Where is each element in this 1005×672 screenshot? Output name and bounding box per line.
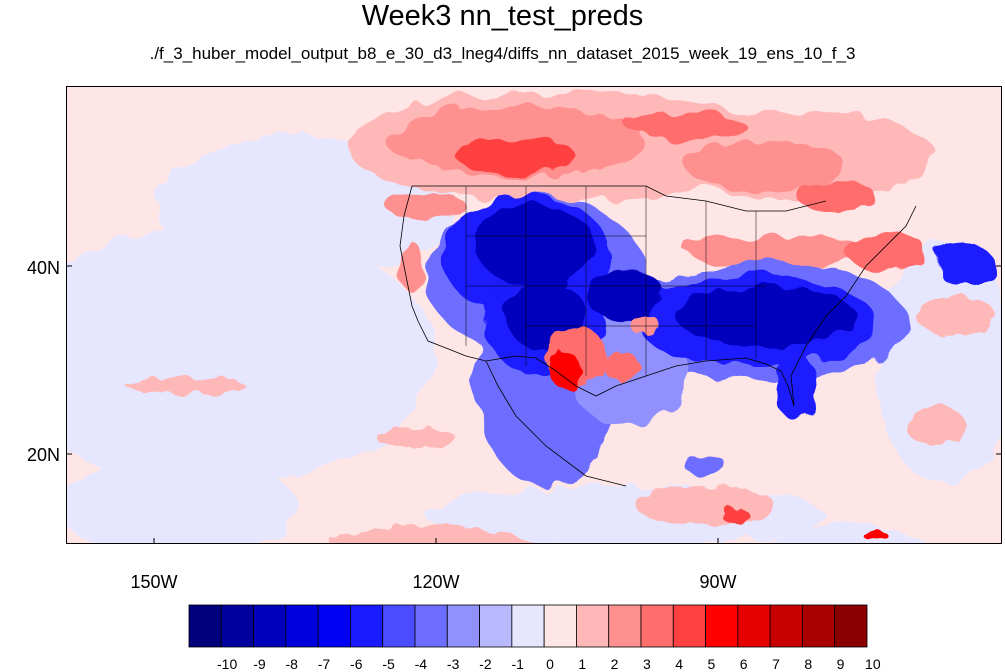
us-mexico-border — [485, 355, 617, 397]
colorbar-swatch — [834, 604, 868, 648]
colorbar-label: 9 — [836, 656, 845, 672]
colorbar-swatch — [608, 604, 642, 648]
colorbar-swatch — [220, 604, 254, 648]
field-texas-positive — [546, 316, 888, 542]
colorbar-swatch — [705, 604, 739, 648]
colorbar-label: 2 — [610, 656, 619, 672]
colorbar-label: 8 — [804, 656, 813, 672]
colorbar-label: 0 — [546, 656, 554, 672]
map-subtitle: ./f_3_huber_model_output_b8_e_30_d3_lneg… — [149, 44, 856, 63]
colorbar-label: 10 — [865, 656, 881, 672]
atlantic-coast — [790, 205, 917, 407]
colorbar — [188, 604, 868, 648]
colorbar-swatch — [511, 604, 545, 648]
colorbar-swatch — [382, 604, 416, 648]
colorbar-label: -2 — [479, 656, 492, 672]
colorbar-label: -7 — [317, 656, 331, 672]
colorbar-swatch — [479, 604, 513, 648]
gulf-coast — [615, 357, 795, 407]
colorbar-swatch — [640, 604, 674, 648]
colorbar-label: 7 — [772, 656, 780, 672]
field-canada-positive — [346, 91, 936, 291]
colorbar-label: -9 — [253, 656, 266, 672]
colorbar-swatch — [253, 604, 287, 648]
colorbar-swatch — [188, 604, 222, 648]
contour-map — [66, 86, 1002, 544]
lon-label-150w: 150W — [130, 572, 178, 592]
lon-label-90w: 90W — [699, 572, 737, 592]
colorbar-label: -1 — [511, 656, 524, 672]
colorbar-label: 6 — [739, 656, 748, 672]
colorbar-swatch — [414, 604, 448, 648]
state-lines — [465, 186, 766, 376]
colorbar-label: -8 — [285, 656, 298, 672]
field-us-negative — [426, 196, 996, 486]
colorbar-swatch — [802, 604, 836, 648]
colorbar-swatch — [317, 604, 351, 648]
colorbar-label: -3 — [446, 656, 460, 672]
colorbar-swatch — [285, 604, 319, 648]
colorbar-label: -6 — [350, 656, 363, 672]
colorbar-swatch — [672, 604, 706, 648]
colorbar-swatch — [446, 604, 480, 648]
colorbar-label: 5 — [707, 656, 716, 672]
colorbar-label: -4 — [414, 656, 428, 672]
colorbar-swatch — [576, 604, 610, 648]
lat-label-20n: 20N — [26, 445, 60, 465]
colorbar-label: 1 — [578, 656, 587, 672]
us-west-coast — [399, 185, 487, 362]
lat-label-40n: 40N — [26, 258, 60, 278]
boundaries — [399, 185, 917, 487]
mexico-pacific — [485, 360, 627, 487]
colorbar-label: -5 — [382, 656, 395, 672]
colorbar-swatch — [350, 604, 384, 648]
colorbar-swatch — [543, 604, 577, 648]
colorbar-swatch — [737, 604, 771, 648]
colorbar-label: 4 — [675, 656, 684, 672]
map-title: Week3 nn_test_preds — [361, 0, 644, 32]
colorbar-label: 3 — [642, 656, 651, 672]
map-frame — [66, 86, 1002, 544]
colorbar-label: -10 — [217, 656, 238, 672]
lon-label-120w: 120W — [412, 572, 460, 592]
colorbar-swatch — [769, 604, 803, 648]
